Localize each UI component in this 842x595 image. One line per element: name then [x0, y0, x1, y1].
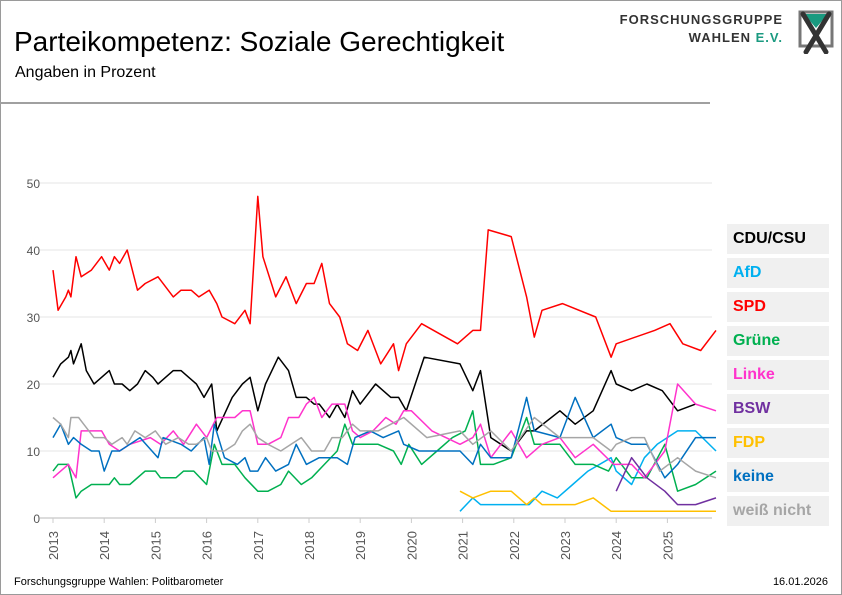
legend-item: weiß nicht [727, 496, 829, 526]
series-line-keine [52, 396, 716, 479]
logo-wahlen: WAHLEN [688, 30, 756, 45]
y-tick-label: 50 [27, 177, 41, 191]
logo-x-icon [798, 10, 834, 54]
series-line-bsw [615, 456, 717, 506]
series-line-cdu-csu [52, 343, 696, 452]
x-tick-label: 2025 [660, 531, 675, 560]
x-tick-label: 2017 [251, 531, 266, 560]
x-tick-label: 2023 [558, 531, 573, 560]
x-tick-label: 2018 [302, 531, 317, 560]
series-line-fdp [459, 490, 716, 513]
x-tick-label: 2013 [46, 531, 61, 560]
legend: CDU/CSU AfD SPD Grüne Linke BSW FDP keine weiß n… [727, 224, 829, 530]
logo-line2: WAHLEN E.V. [689, 30, 783, 45]
x-tick-label: 2015 [148, 531, 163, 560]
logo-ev: E.V. [755, 30, 783, 45]
x-tick-label: 2022 [507, 531, 522, 560]
subtitle: Angaben in Prozent [15, 64, 156, 81]
legend-item: SPD [727, 292, 829, 322]
x-tick-label: 2020 [404, 531, 419, 560]
source-note: Forschungsgruppe Wahlen: Politbarometer [14, 576, 224, 588]
x-tick-label: 2019 [353, 531, 368, 560]
legend-item: FDP [727, 428, 829, 458]
y-tick-label: 40 [27, 244, 41, 258]
logo-line1: FORSCHUNGSGRUPPE [619, 12, 783, 27]
y-tick-label: 10 [27, 445, 41, 459]
legend-item: Grüne [727, 326, 829, 356]
series-line-wei-nicht [52, 416, 717, 479]
legend-item: CDU/CSU [727, 224, 829, 254]
series-line-spd [52, 195, 717, 372]
date: 16.01.2026 [772, 576, 828, 588]
series-line-linke [52, 383, 717, 479]
x-tick-label: 2021 [456, 531, 471, 560]
y-tick-label: 30 [27, 311, 41, 325]
header-divider [0, 102, 710, 104]
legend-item: AfD [727, 258, 829, 288]
logo: FORSCHUNGSGRUPPE WAHLEN E.V. [620, 10, 835, 54]
y-tick-label: 20 [27, 378, 41, 392]
legend-item: Linke [727, 360, 829, 390]
x-tick-label: 2016 [200, 531, 215, 560]
x-tick-label: 2014 [97, 531, 112, 560]
page-title: Parteikompetenz: Soziale Gerechtigkeit [14, 26, 505, 57]
series-line-gr-ne [52, 410, 717, 499]
y-tick-label: 0 [33, 512, 40, 526]
legend-item: keine [727, 462, 829, 492]
x-tick-label: 2024 [609, 531, 624, 560]
legend-item: BSW [727, 394, 829, 424]
